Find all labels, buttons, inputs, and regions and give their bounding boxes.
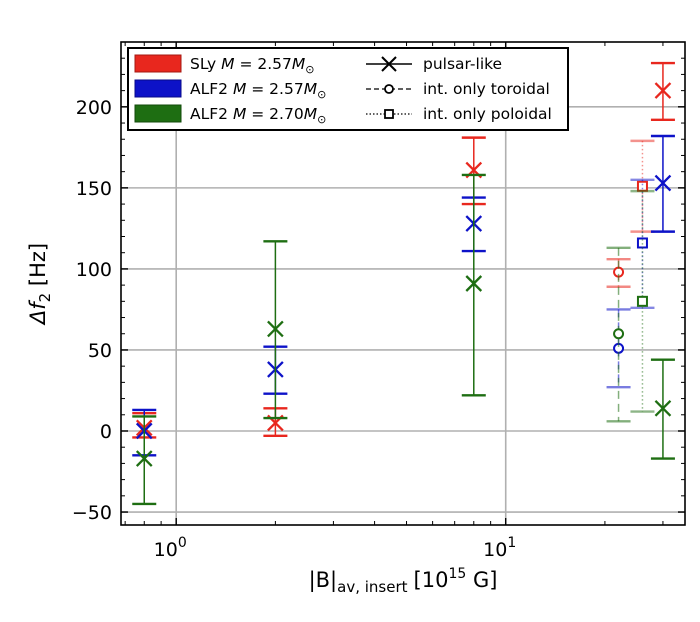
- legend-marker-poloidal: [366, 109, 412, 119]
- data-point-alf2-270-pulsar-like: [461, 173, 486, 397]
- legend-swatch-alf2-270: [134, 104, 182, 123]
- data-point-sly-257-int-only-poloidal: [630, 139, 655, 233]
- data-point-sly-257-pulsar-like: [650, 61, 675, 121]
- x-tick-label: 100: [154, 535, 187, 561]
- data-point-alf2-257-pulsar-like: [650, 134, 675, 233]
- legend-marker-pulsar-like: [366, 56, 412, 72]
- legend-label-alf2-270: ALF2 M = 2.70M⊙: [190, 105, 326, 126]
- legend-marker-toroidal: [366, 84, 412, 94]
- legend-swatch-alf2-257: [134, 79, 182, 98]
- x-marker: [654, 399, 672, 417]
- data-point-alf2-270-pulsar-like: [263, 240, 288, 420]
- legend-box: [127, 47, 569, 131]
- y-tick-label: 100: [76, 259, 112, 281]
- data-point-alf2-270-pulsar-like: [132, 415, 157, 506]
- data-points: [132, 61, 675, 506]
- x-tick-label: 101: [483, 535, 516, 561]
- legend-label-alf2-257: ALF2 M = 2.57M⊙: [190, 80, 326, 101]
- circle-marker: [613, 328, 625, 340]
- legend-label-poloidal: int. only poloidal: [423, 105, 552, 123]
- axis-ticks: −50 0 50 100 150 200 100 101: [72, 41, 685, 561]
- x-marker: [267, 320, 284, 338]
- legend-label-pulsar-like: pulsar-like: [423, 55, 502, 73]
- y-tick-label: 150: [76, 178, 112, 200]
- square-marker: [636, 180, 648, 192]
- legend-swatch-sly-257: [134, 54, 182, 73]
- legend-label-sly-257: SLy M = 2.57M⊙: [190, 55, 315, 76]
- x-marker: [654, 174, 672, 192]
- plot-frame: [120, 41, 686, 526]
- legend-label-toroidal: int. only toroidal: [423, 80, 550, 98]
- x-axis-label: |B|av, insert [1015 G]: [309, 566, 498, 596]
- y-tick-label: −50: [72, 502, 112, 524]
- y-tick-label: 0: [100, 421, 112, 443]
- x-marker: [135, 450, 153, 467]
- y-tick-label: 200: [76, 97, 112, 119]
- y-axis-label: Δf2 [Hz]: [26, 243, 54, 326]
- data-point-alf2-270-int-only-toroidal: [606, 246, 631, 423]
- data-point-alf2-270-pulsar-like: [650, 358, 675, 460]
- x-marker: [465, 275, 483, 292]
- data-point-alf2-270-int-only-poloidal: [630, 189, 655, 413]
- x-marker: [654, 82, 672, 99]
- legend: SLy M = 2.57M⊙ ALF2 M = 2.57M⊙ ALF2 M = …: [127, 47, 569, 131]
- square-marker: [636, 295, 648, 307]
- y-tick-label: 50: [88, 340, 112, 362]
